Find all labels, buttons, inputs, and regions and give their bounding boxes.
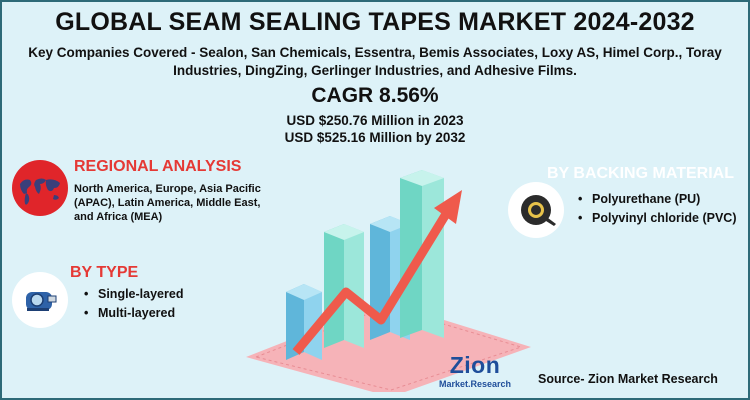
- growth-bar-illustration: [246, 170, 531, 392]
- list-item: Multi-layered: [82, 304, 183, 323]
- by-type-title: BY TYPE: [70, 264, 139, 281]
- regional-circle: [12, 160, 68, 216]
- market-value-2032: USD $525.16 Million by 2032: [284, 130, 466, 145]
- world-map-icon: [20, 178, 60, 205]
- type-list: Single-layered Multi-layered: [82, 285, 183, 323]
- list-item: Polyurethane (PU): [576, 190, 736, 209]
- zion-logo: Zion Market.Research: [428, 352, 522, 396]
- regional-line-2: (APAC), Latin America, Middle East,: [74, 197, 261, 209]
- logo-name: Zion: [449, 352, 501, 378]
- by-backing-material-title: BY BACKING MATERIAL: [547, 165, 734, 182]
- backing-circle: [508, 182, 564, 238]
- regional-analysis-title: REGIONAL ANALYSIS: [74, 158, 242, 175]
- bar-2: [324, 224, 364, 348]
- type-circle: [12, 272, 68, 328]
- regional-line-1: North America, Europe, Asia Pacific: [74, 183, 261, 195]
- companies-line-1: Key Companies Covered - Sealon, San Chem…: [28, 45, 722, 60]
- tape-dispenser-icon: [26, 292, 57, 311]
- bar-4: [400, 170, 444, 338]
- tape-roll-icon: [521, 195, 556, 226]
- regional-line-3: and Africa (MEA): [74, 211, 163, 223]
- backing-material-list: Polyurethane (PU) Polyvinyl chloride (PV…: [576, 190, 736, 228]
- regional-analysis-text: North America, Europe, Asia Pacific (APA…: [74, 182, 261, 224]
- market-value-2023: USD $250.76 Million in 2023: [286, 113, 464, 128]
- list-item: Single-layered: [82, 285, 183, 304]
- logo-subtitle: Market.Research: [438, 379, 512, 389]
- key-companies: Key Companies Covered - Sealon, San Chem…: [22, 44, 728, 80]
- cagr-value: CAGR 8.56%: [311, 84, 439, 107]
- growth-arrow-icon: [292, 190, 462, 355]
- companies-line-2: Industries, DingZing, Gerlinger Industri…: [173, 63, 577, 78]
- page-title: GLOBAL SEAM SEALING TAPES MARKET 2024-20…: [55, 8, 695, 36]
- list-item: Polyvinyl chloride (PVC): [576, 209, 736, 228]
- source-credit: Source- Zion Market Research: [538, 372, 718, 386]
